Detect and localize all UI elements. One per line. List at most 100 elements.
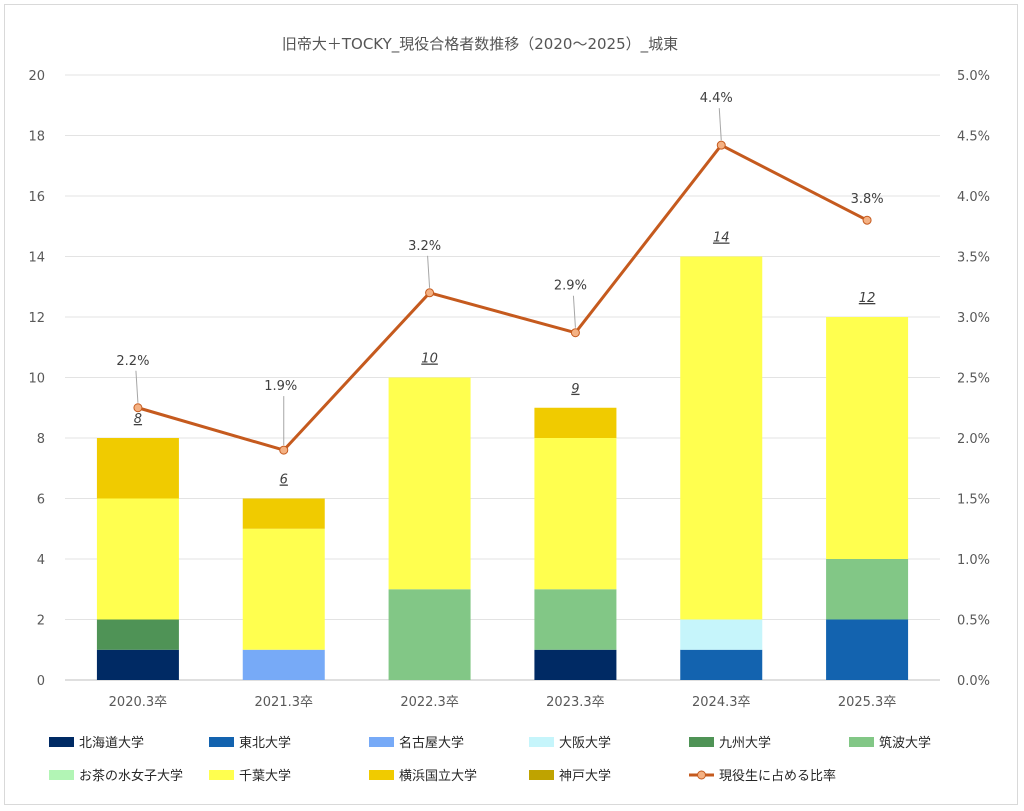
bar-segment (534, 407, 617, 438)
legend-marker (697, 770, 706, 780)
bar-segment (388, 589, 471, 680)
y-tick-label: 2 (37, 614, 45, 629)
bar-segment (96, 649, 179, 680)
line-point (862, 215, 872, 225)
y-tick-label: 12 (28, 311, 45, 326)
line-point (425, 288, 435, 298)
y-tick-label: 8 (37, 432, 45, 447)
y2-tick-label: 3.0% (957, 311, 990, 326)
line-point (279, 445, 289, 455)
y-tick-label: 16 (28, 190, 45, 205)
bar-total-label: 10 (421, 352, 438, 367)
bar-segment (96, 438, 179, 499)
bar-segment (826, 619, 909, 680)
legend-label: 横浜国立大学 (399, 768, 477, 784)
bar-segment (826, 317, 909, 559)
legend-swatch (209, 770, 234, 780)
y2-tick-label: 2.5% (957, 372, 990, 387)
bar-segment (96, 619, 179, 650)
legend-swatch (689, 737, 714, 747)
total-labels: 8 6 10 9 14 12 (134, 231, 876, 488)
y-tick-label: 4 (37, 553, 45, 568)
y2-tick-label: 1.5% (957, 493, 990, 508)
ratio-line (137, 143, 868, 452)
y-tick-label: 18 (28, 130, 45, 145)
line-data-label: 3.2% (408, 239, 441, 254)
data-label-leader (427, 255, 431, 288)
y-tick-label: 20 (28, 69, 45, 84)
legend-swatch (849, 737, 874, 747)
x-tick-label: 2021.3卒 (255, 695, 314, 710)
legend-swatch (369, 770, 394, 780)
line-data-label: 3.8% (851, 192, 884, 207)
chart-svg: 旧帝大＋TOCKY_現役合格者数推移（2020〜2025）_城東 0 2 4 6 8 10… (28, 35, 990, 784)
y2-tick-label: 4.5% (957, 130, 990, 145)
legend-swatch (49, 737, 74, 747)
legend-swatch (529, 737, 554, 747)
legend-label: お茶の水女子大学 (79, 768, 183, 784)
legend-label: 千葉大学 (239, 768, 291, 784)
y2-tick-label: 3.5% (957, 251, 990, 266)
legend-label: 名古屋大学 (399, 735, 464, 751)
legend-label: 九州大学 (719, 735, 771, 751)
bar-segment (680, 256, 763, 620)
legend-swatch (49, 770, 74, 780)
y2-tick-label: 1.0% (957, 553, 990, 568)
y-tick-label: 6 (37, 493, 45, 508)
x-tick-label: 2020.3卒 (109, 695, 168, 710)
bar-segment (388, 377, 471, 590)
x-tick-label: 2022.3卒 (400, 695, 459, 710)
bar-segment (680, 649, 763, 680)
legend-swatch (369, 737, 394, 747)
x-tick-label: 2023.3卒 (546, 695, 605, 710)
x-axis: 2020.3卒 2021.3卒 2022.3卒 2023.3卒 2024.3卒 2025.… (109, 695, 897, 710)
y2-tick-label: 0.0% (957, 674, 990, 689)
data-label-leader (718, 108, 722, 141)
bar-segment (242, 528, 325, 650)
bar-segment (96, 498, 179, 620)
line-data-label: 4.4% (700, 91, 733, 106)
y2-tick-label: 2.0% (957, 432, 990, 447)
bar-segment (680, 619, 763, 650)
bar-total-label: 8 (134, 412, 142, 427)
ratio-line-series: 2.2% 1.9% 3.2% 2.9% 4.4% 3.8% (116, 91, 884, 455)
bar-segment (534, 649, 617, 680)
y2-tick-label: 4.0% (957, 190, 990, 205)
left-y-axis: 0 2 4 6 8 10 12 14 16 18 20 (28, 69, 45, 689)
grid-lines (65, 74, 940, 681)
legend-label: 東北大学 (239, 735, 291, 751)
line-point (133, 403, 143, 413)
bar-total-label: 14 (713, 231, 730, 246)
y-tick-label: 0 (37, 674, 45, 689)
legend-swatch (209, 737, 234, 747)
data-label-leader (135, 370, 139, 403)
bar-segment (826, 559, 909, 620)
line-data-label: 2.9% (554, 279, 587, 294)
legend-label: 現役生に占める比率 (719, 768, 836, 784)
y-tick-label: 14 (28, 251, 45, 266)
x-tick-label: 2025.3卒 (838, 695, 897, 710)
line-point (716, 140, 726, 150)
bar-total-label: 6 (280, 473, 288, 488)
legend-label: 大阪大学 (559, 735, 611, 751)
legend-label: 筑波大学 (879, 735, 931, 751)
line-point (570, 328, 580, 338)
line-data-label: 2.2% (116, 354, 149, 369)
bar-segment (534, 589, 617, 650)
legend-label: 神戸大学 (559, 768, 611, 784)
bar-segment (242, 498, 325, 529)
line-data-label: 1.9% (264, 379, 297, 394)
bar-segment (534, 438, 617, 590)
y-tick-label: 10 (28, 372, 45, 387)
bar-total-label: 9 (571, 382, 579, 397)
chart-frame: 旧帝大＋TOCKY_現役合格者数推移（2020〜2025）_城東 0 2 4 6 8 10… (4, 4, 1018, 805)
right-y-axis: 0.0% 0.5% 1.0% 1.5% 2.0% 2.5% 3.0% 3.5% 4.0% 4.5%… (957, 69, 990, 689)
bar-segment (242, 649, 325, 680)
x-tick-label: 2024.3卒 (692, 695, 751, 710)
y2-tick-label: 5.0% (957, 69, 990, 84)
chart-title: 旧帝大＋TOCKY_現役合格者数推移（2020〜2025）_城東 (282, 35, 678, 54)
legend-label: 北海道大学 (79, 735, 144, 751)
bar-total-label: 12 (859, 291, 876, 306)
stacked-bars (96, 256, 909, 680)
